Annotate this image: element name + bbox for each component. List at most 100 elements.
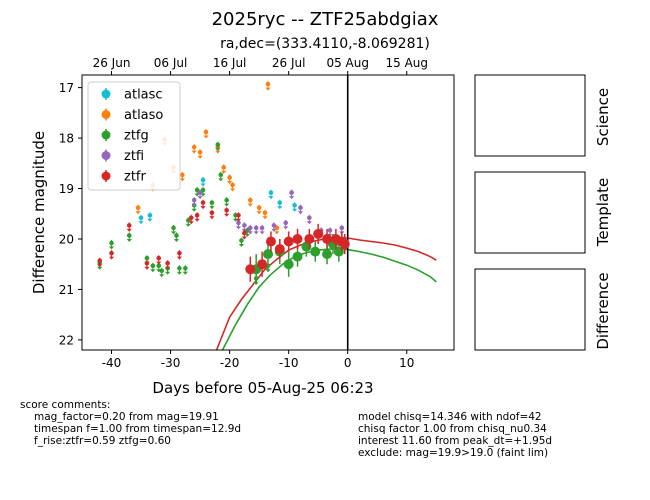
point-atlasc [277, 199, 283, 210]
point-ztfr [176, 250, 183, 260]
science-panel [474, 74, 586, 157]
series-ztfi [191, 189, 345, 237]
y-tick-label: 19 [59, 182, 74, 196]
top-tick-label: 06 Jul [154, 56, 188, 70]
difference-label: Difference [594, 272, 612, 349]
point-ztfr [241, 229, 247, 240]
point-ztfg [173, 232, 180, 242]
top-tick-label: 16 Jul [213, 56, 247, 70]
point-ztfr_det [283, 231, 294, 252]
chart-title: 2025ryc -- ZTF25abdgiax [212, 9, 439, 30]
point-ztfg [215, 141, 221, 152]
point-atlaso [179, 171, 185, 182]
plot-area [97, 75, 437, 350]
point-ztfi [247, 224, 253, 235]
chart-subtitle: ra,dec=(333.4110,-8.069281) [220, 36, 430, 52]
y-tick-label: 17 [59, 81, 74, 95]
point-ztfg [170, 224, 177, 235]
point-ztfr_det [322, 228, 333, 250]
point-ztfg [150, 262, 156, 273]
y-axis-label: Difference magnitude [30, 131, 48, 294]
point-atlasc [147, 212, 153, 222]
point-atlaso [256, 204, 262, 215]
top-tick-label: 26 Jun [93, 56, 131, 70]
point-ztfr [156, 255, 162, 265]
legend-label: ztfg [124, 129, 149, 144]
comment-left-1: mag_factor=0.20 from mag=19.91 [34, 411, 219, 423]
top-tick-label: 05 Aug [326, 56, 369, 70]
point-atlaso [247, 197, 253, 207]
legend-item-atlaso: atlaso [101, 108, 163, 123]
difference-panel [474, 268, 586, 351]
point-atlasc [138, 214, 144, 225]
point-ztfr_det [265, 231, 276, 252]
y-tick-label: 20 [59, 232, 74, 246]
x-axis-label: Days before 05-Aug-25 06:23 [152, 379, 373, 397]
legend: atlasc atlaso ztfg ztfi ztfr [87, 81, 181, 191]
point-ztfg [176, 265, 183, 275]
x-tick-label: -10 [279, 356, 299, 370]
x-tick-label: 0 [344, 356, 352, 370]
point-ztfi [289, 189, 295, 200]
point-ztfg [224, 197, 230, 207]
ztfg_model [221, 248, 437, 350]
point-ztfr [235, 212, 242, 222]
point-ztfg [238, 237, 245, 248]
x-tick-label: -30 [161, 356, 181, 370]
legend-box [87, 81, 181, 191]
point-ztfi [306, 214, 312, 225]
point-atlasc [200, 176, 206, 187]
point-atlaso [191, 144, 197, 154]
point-ztfr [224, 207, 230, 217]
point-ztfg [209, 199, 215, 210]
comment-left-2: timespan f=1.00 from timespan=12.9d [34, 423, 241, 435]
legend-label: ztfi [124, 149, 144, 164]
comment-left-3: f_rise:ztfr=0.59 ztfg=0.60 [34, 435, 171, 447]
point-ztfi [271, 222, 277, 232]
point-ztfr_det [274, 238, 285, 260]
point-ztfg [159, 267, 165, 278]
point-atlasc [291, 202, 298, 212]
point-ztfi [191, 197, 197, 207]
legend-label: ztfr [124, 170, 146, 185]
y-tick-label: 21 [59, 283, 74, 297]
science-label: Science [594, 88, 612, 146]
legend-item-ztfg: ztfg [101, 129, 149, 144]
point-ztfr [126, 222, 132, 232]
x-tick-label: -40 [102, 356, 122, 370]
comment-right-0: model chisq=14.346 with ndof=42 [358, 411, 542, 423]
plot-frame [81, 74, 455, 351]
point-ztfg_det [283, 251, 294, 277]
legend-item-ztfi: ztfi [101, 149, 144, 164]
point-ztfg [182, 265, 188, 275]
point-ztfr [194, 212, 200, 222]
template-label: Template [594, 178, 612, 247]
point-ztfi [241, 222, 247, 232]
point-ztfr [200, 199, 206, 210]
point-ztfr_det [339, 233, 350, 255]
comment-right-2: interest 11.60 from peak_dt=+1.95d [358, 435, 552, 447]
template-panel [474, 171, 586, 254]
comment-left-0: score comments: [20, 399, 110, 411]
legend-label: atlaso [124, 108, 163, 123]
point-ztfg [126, 232, 132, 242]
x-tick-label: 10 [399, 356, 414, 370]
point-ztfi [253, 224, 259, 235]
y-tick-label: 18 [59, 132, 74, 146]
series-ztfg [97, 141, 271, 285]
point-atlaso [221, 164, 227, 174]
point-atlaso [262, 209, 268, 220]
series-ztfr_det [245, 223, 350, 282]
legend-item-ztfr: ztfr [101, 170, 146, 185]
top-tick-label: 26 Jul [272, 56, 306, 70]
top-tick-label: 15 Aug [386, 56, 429, 70]
point-ztfg_det [292, 246, 303, 267]
point-ztfi [259, 224, 265, 235]
point-ztfr [108, 250, 115, 260]
point-atlaso [197, 149, 203, 159]
point-ztfg [218, 171, 224, 182]
point-atlaso [135, 204, 141, 215]
point-ztfi [297, 204, 304, 215]
point-ztfi [283, 219, 289, 230]
point-atlaso [203, 129, 209, 139]
